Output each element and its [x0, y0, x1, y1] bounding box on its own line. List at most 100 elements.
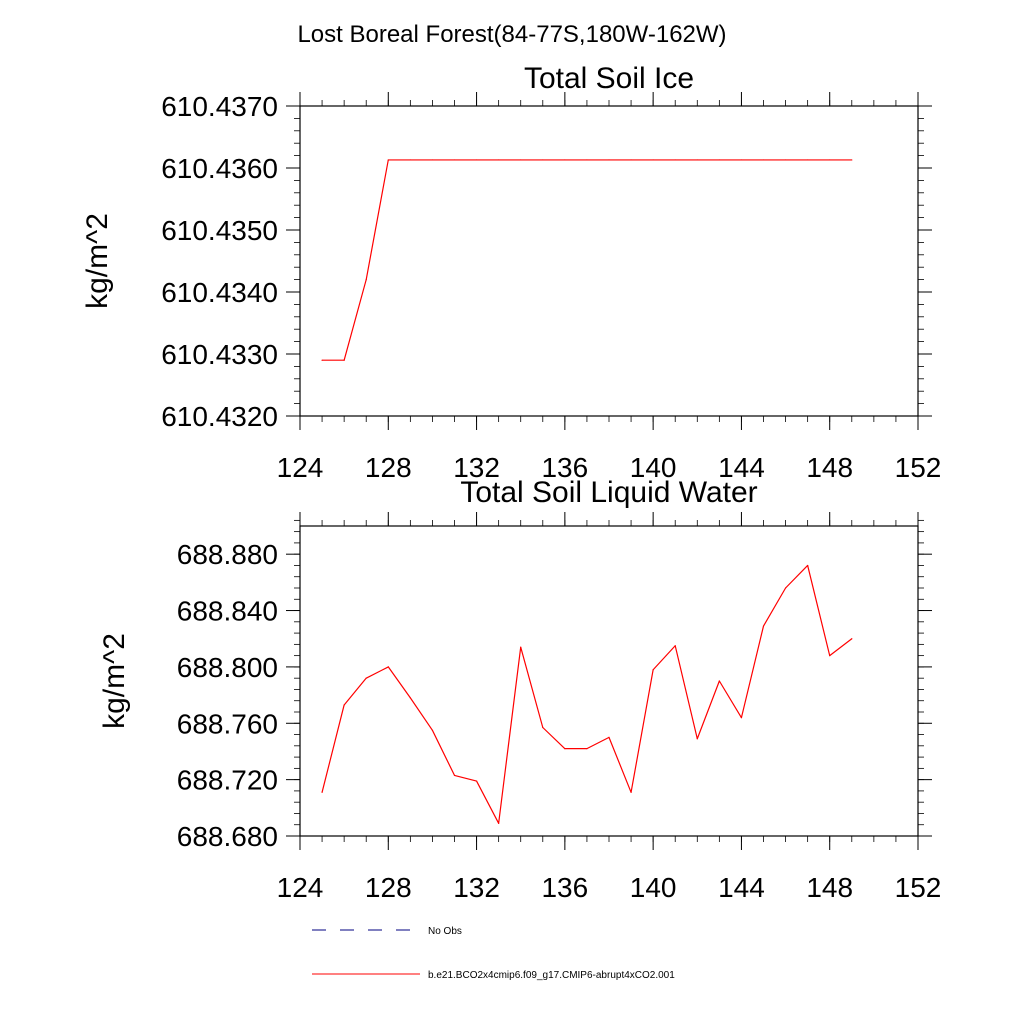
data-point [365, 279, 367, 281]
x-tick-label: 128 [365, 872, 412, 903]
y-axis-label: kg/m^2 [81, 213, 114, 309]
x-tick-label: 148 [806, 872, 853, 903]
data-point [343, 704, 345, 706]
legend-label-no-obs: No Obs [428, 926, 462, 937]
data-point [409, 159, 411, 161]
y-tick-label: 610.4330 [161, 339, 278, 370]
series-points [321, 564, 853, 824]
figure-title: Lost Boreal Forest(84-77S,180W-162W) [297, 21, 726, 48]
y-tick-label: 688.880 [177, 539, 278, 570]
legend: No Obs b.e21.BCO2x4cmip6.f09_g17.CMIP6-a… [312, 926, 675, 981]
plot-frame [299, 105, 919, 417]
data-point [475, 159, 478, 161]
data-point [498, 822, 500, 824]
x-tick-label: 148 [806, 452, 853, 483]
y-axis-label: kg/m^2 [98, 633, 131, 729]
data-point [762, 159, 765, 161]
data-point [784, 587, 787, 589]
data-point [829, 159, 831, 161]
x-tick-label: 140 [630, 872, 677, 903]
legend-label-model: b.e21.BCO2x4cmip6.f09_g17.CMIP6-abrupt4x… [428, 970, 675, 981]
x-tick-label: 144 [718, 452, 765, 483]
x-minor-ticks [299, 100, 919, 422]
data-point [718, 680, 720, 682]
panel-total-soil-ice: 124 128 132 136 140 144 148 152 610.4320 610.4330… [81, 62, 941, 483]
series-points [321, 159, 853, 361]
x-tick-label: 152 [895, 872, 942, 903]
series-line [322, 159, 852, 361]
x-tick-label: 140 [630, 452, 677, 483]
data-point [696, 738, 698, 740]
data-point [652, 159, 654, 161]
data-point [696, 159, 698, 161]
y-tick-label: 610.4340 [161, 277, 278, 308]
data-point [453, 774, 456, 777]
data-point [740, 159, 743, 161]
x-tick-label: 132 [453, 452, 500, 483]
x-tick-label: 144 [718, 872, 765, 903]
data-point [674, 159, 676, 161]
y-tick-label: 610.4370 [161, 91, 278, 122]
data-point [498, 159, 500, 161]
y-tick-label: 688.760 [177, 708, 278, 739]
x-tick-label: 136 [541, 872, 588, 903]
data-point [564, 748, 566, 750]
data-point [762, 625, 765, 627]
x-tick-label: 124 [277, 872, 324, 903]
data-point [520, 646, 522, 648]
plot-frame [299, 525, 919, 837]
data-point [387, 159, 389, 161]
x-minor-ticks [299, 520, 919, 842]
data-point [807, 564, 809, 567]
data-point [652, 669, 654, 671]
data-point [807, 159, 809, 161]
x-tick-label: 136 [541, 452, 588, 483]
data-point [431, 159, 434, 161]
x-tick-label: 128 [365, 452, 412, 483]
y-tick-label: 610.4360 [161, 153, 278, 184]
series-line [321, 564, 853, 824]
data-point [387, 666, 389, 668]
panel-total-soil-liquid-water: 124 128 132 136 140 144 148 152 688.680 688.720 68… [98, 476, 941, 903]
panel-title: Total Soil Liquid Water [460, 476, 757, 509]
data-point [718, 159, 720, 161]
x-tick-label: 132 [453, 872, 500, 903]
data-point [321, 791, 323, 793]
data-point [608, 736, 610, 738]
data-point [586, 748, 588, 750]
data-point [674, 645, 676, 647]
y-major-ticks [286, 105, 932, 417]
y-tick-label: 688.720 [177, 765, 278, 796]
data-point [542, 159, 544, 161]
y-tick-label: 610.4350 [161, 215, 278, 246]
data-point [851, 159, 853, 161]
data-point [784, 159, 787, 161]
data-point [740, 717, 743, 719]
data-point [321, 359, 323, 361]
data-point [431, 729, 434, 731]
data-point [453, 159, 456, 161]
data-point [586, 159, 588, 161]
panel-title: Total Soil Ice [524, 62, 694, 95]
data-point [630, 159, 632, 161]
data-point [564, 159, 566, 161]
data-point [520, 159, 522, 161]
x-tick-label: 124 [277, 452, 324, 483]
y-major-ticks [286, 553, 932, 837]
data-point [542, 726, 544, 729]
y-minor-ticks [294, 105, 924, 417]
data-point [475, 780, 478, 782]
x-tick-label: 152 [895, 452, 942, 483]
y-tick-label: 610.4320 [161, 401, 278, 432]
data-point [343, 359, 345, 361]
x-major-ticks [299, 512, 919, 850]
y-minor-ticks [294, 519, 924, 837]
y-tick-label: 688.840 [177, 596, 278, 627]
data-point [365, 677, 367, 679]
data-point [851, 638, 853, 640]
data-point [608, 159, 610, 161]
y-tick-label: 688.800 [177, 652, 278, 683]
x-major-ticks [299, 92, 919, 430]
data-point [409, 697, 411, 699]
